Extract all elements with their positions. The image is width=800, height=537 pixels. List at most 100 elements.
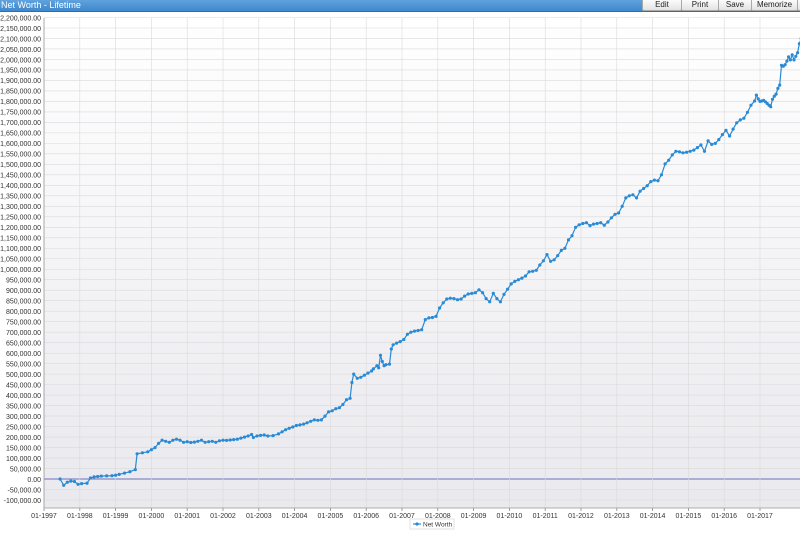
data-point — [420, 328, 423, 331]
data-point — [707, 139, 710, 142]
data-point — [175, 438, 178, 441]
net-worth-chart: -100,000.00-50,000.000.0050,000.00100,00… — [0, 12, 800, 532]
data-point — [784, 63, 787, 66]
print-button[interactable]: Print — [681, 0, 719, 11]
data-point — [631, 193, 634, 196]
x-tick-label: 01-2001 — [174, 513, 200, 520]
data-point — [510, 282, 513, 285]
x-tick-label: 01-2006 — [353, 513, 379, 520]
data-point — [545, 253, 548, 256]
edit-button[interactable]: Edit — [642, 0, 682, 11]
data-point — [791, 53, 794, 56]
data-point — [89, 476, 92, 479]
data-point — [724, 129, 727, 132]
y-tick-label: 100,000.00 — [6, 456, 41, 463]
data-point — [62, 484, 65, 487]
x-tick-label: 01-1997 — [31, 513, 57, 520]
save-button[interactable]: Save — [718, 0, 752, 11]
data-point — [123, 472, 126, 475]
data-point — [667, 159, 670, 162]
data-point — [787, 55, 790, 58]
y-tick-label: 1,700,000.00 — [0, 120, 41, 127]
y-tick-label: 2,050,000.00 — [0, 47, 41, 54]
data-point — [236, 438, 239, 441]
data-point — [381, 360, 384, 363]
data-point — [395, 342, 398, 345]
data-point — [85, 482, 88, 485]
data-point — [728, 134, 731, 137]
data-point — [384, 363, 387, 366]
data-point — [252, 436, 255, 439]
data-point — [771, 98, 774, 101]
legend-swatch-marker — [415, 522, 418, 525]
x-tick-label: 01-2004 — [282, 513, 308, 520]
data-point — [409, 331, 412, 334]
x-tick-label: 01-2009 — [461, 513, 487, 520]
y-tick-label: 550,000.00 — [6, 361, 41, 368]
data-point — [689, 150, 692, 153]
memorize-button[interactable]: Memorize — [751, 0, 798, 11]
data-point — [603, 224, 606, 227]
data-point — [785, 60, 788, 63]
data-point — [306, 421, 309, 424]
data-point — [442, 301, 445, 304]
x-tick-label: 01-2011 — [533, 513, 558, 520]
data-point — [792, 58, 795, 61]
data-point — [363, 374, 366, 377]
y-tick-label: 150,000.00 — [6, 445, 41, 452]
data-point — [517, 278, 520, 281]
data-point — [542, 259, 545, 262]
data-point — [186, 440, 189, 443]
data-point — [272, 434, 275, 437]
data-point — [570, 234, 573, 237]
data-point — [93, 475, 96, 478]
data-point — [295, 424, 298, 427]
data-point — [477, 288, 480, 291]
data-point — [316, 419, 319, 422]
data-point — [492, 292, 495, 295]
data-point — [277, 432, 280, 435]
data-point — [323, 415, 326, 418]
y-tick-label: 1,100,000.00 — [0, 246, 41, 253]
data-point — [721, 133, 724, 136]
data-point — [334, 407, 337, 410]
data-point — [488, 300, 491, 303]
data-point — [592, 223, 595, 226]
data-point — [789, 58, 792, 61]
data-point — [581, 222, 584, 225]
data-point — [485, 297, 488, 300]
data-point — [438, 306, 441, 309]
data-point — [434, 315, 437, 318]
data-point — [635, 196, 638, 199]
data-point — [164, 440, 167, 443]
data-point — [664, 162, 667, 165]
y-tick-label: 2,000,000.00 — [0, 57, 41, 64]
data-point — [118, 473, 121, 476]
x-tick-label: 01-2017 — [747, 513, 773, 520]
x-tick-label: 01-2010 — [497, 513, 523, 520]
data-point — [495, 297, 498, 300]
data-point — [417, 329, 420, 332]
data-point — [350, 381, 353, 384]
y-tick-label: 1,300,000.00 — [0, 204, 41, 211]
data-point — [352, 373, 355, 376]
data-point — [379, 354, 382, 357]
data-point — [449, 297, 452, 300]
data-point — [528, 270, 531, 273]
data-point — [356, 377, 359, 380]
x-tick-label: 01-2002 — [210, 513, 236, 520]
y-tick-label: -100,000.00 — [4, 498, 41, 505]
data-point — [755, 94, 758, 97]
data-point — [406, 333, 409, 336]
data-point — [674, 150, 677, 153]
data-point — [794, 55, 797, 58]
y-tick-label: 2,100,000.00 — [0, 36, 41, 43]
data-point — [259, 434, 262, 437]
y-tick-label: 700,000.00 — [6, 330, 41, 337]
data-point — [359, 376, 362, 379]
data-point — [182, 441, 185, 444]
data-point — [445, 297, 448, 300]
data-point — [288, 427, 291, 430]
data-point — [76, 483, 79, 486]
data-point — [221, 439, 224, 442]
